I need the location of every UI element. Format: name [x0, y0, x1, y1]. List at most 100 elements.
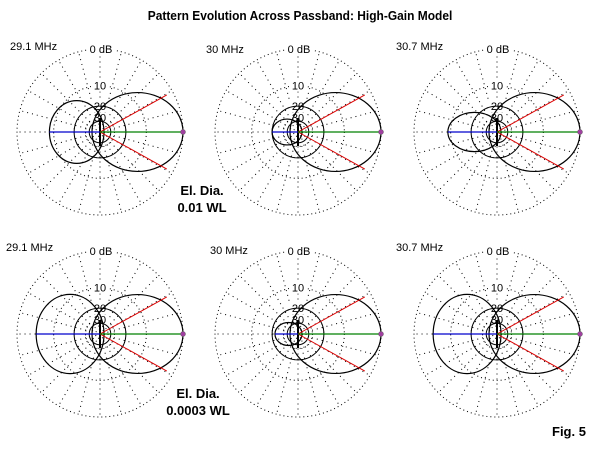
grid-spoke [19, 312, 87, 331]
grid-spoke [424, 90, 485, 126]
grid-spoke [103, 145, 122, 213]
beamwidth-line-lower [99, 131, 168, 170]
grid-spoke [437, 343, 488, 394]
ring-label: 10 [94, 283, 106, 295]
grid-spoke [311, 110, 379, 129]
ring-label: 20 [491, 101, 503, 113]
grid-spoke [238, 343, 289, 394]
beamwidth-line-upper [297, 296, 366, 335]
beamwidth-line-lower [99, 333, 168, 372]
grid-spoke [475, 145, 494, 213]
grid-spoke [304, 261, 340, 322]
grid-spoke [109, 72, 160, 123]
max-gain-marker [577, 129, 583, 135]
grid-spoke [510, 337, 578, 356]
ring-label: 10 [491, 283, 503, 295]
grid-spoke [109, 141, 160, 192]
grid-spoke [217, 337, 285, 356]
grid-spoke [217, 312, 285, 331]
grid-spoke [106, 261, 142, 322]
grid-spoke [19, 110, 87, 129]
grid-spoke [106, 144, 142, 205]
beamwidth-line-lower [496, 131, 565, 170]
grid-spoke [304, 346, 340, 407]
grid-spoke [416, 312, 484, 331]
grid-spoke [256, 144, 292, 205]
grid-spoke [475, 347, 494, 415]
element-diameter-note-top: El. Dia. 0.01 WL [162, 182, 242, 216]
grid-spoke [503, 346, 539, 407]
ring-label: 10 [491, 81, 503, 93]
grid-spoke [58, 59, 94, 120]
grid-spoke [106, 346, 142, 407]
grid-spoke [27, 340, 88, 376]
grid-spoke [506, 343, 557, 394]
grid-spoke [113, 110, 181, 129]
grid-spoke [455, 346, 491, 407]
element-diameter-label: El. Dia. [180, 183, 224, 198]
grid-spoke [503, 144, 539, 205]
grid-spoke [311, 312, 379, 331]
grid-spoke [27, 138, 88, 174]
ring-label: 20 [292, 101, 304, 113]
ring-label-bg [285, 44, 312, 55]
element-diameter-value: 0.0003 WL [166, 403, 230, 418]
ring-label: 0 dB [288, 44, 311, 56]
beamwidth-line-lower [297, 333, 366, 372]
grid-spoke [416, 337, 484, 356]
grid-spoke [510, 110, 578, 129]
element-diameter-value: 0.01 WL [177, 200, 227, 215]
freq-label-r1-c2: 30.7 MHz [396, 242, 444, 254]
grid-spoke [510, 312, 578, 331]
grid-spoke [424, 138, 485, 174]
grid-spoke [113, 337, 181, 356]
grid-spoke [311, 337, 379, 356]
ring-label-bg [91, 80, 109, 92]
ring-label: 10 [292, 283, 304, 295]
grid-spoke [506, 72, 557, 123]
grid-spoke [276, 145, 295, 213]
beamwidth-line-upper [496, 296, 565, 335]
ring-label: 20 [491, 303, 503, 315]
grid-spoke [58, 144, 94, 205]
ring-label-bg [289, 282, 307, 294]
grid-spoke [40, 141, 91, 192]
grid-spoke [307, 141, 358, 192]
grid-spoke [225, 340, 286, 376]
ring-label: 0 dB [90, 44, 113, 56]
grid-spoke [103, 347, 122, 415]
grid-spoke [78, 347, 97, 415]
freq-label-r1-c0: 29.1 MHz [6, 242, 54, 254]
grid-spoke [238, 141, 289, 192]
grid-spoke [503, 261, 539, 322]
grid-spoke [301, 145, 320, 213]
grid-spoke [437, 274, 488, 325]
grid-spoke [500, 145, 519, 213]
grid-spoke [19, 337, 87, 356]
freq-label-r0-c2: 30.7 MHz [396, 41, 444, 53]
ring-label: 10 [94, 81, 106, 93]
grid-spoke [311, 135, 379, 154]
beamwidth-line-upper [496, 94, 565, 133]
grid-spoke [510, 135, 578, 154]
grid-spoke [455, 144, 491, 205]
grid-spoke [40, 343, 91, 394]
grid-spoke [307, 343, 358, 394]
grid-spoke [506, 274, 557, 325]
grid-spoke [256, 59, 292, 120]
element-diameter-label: El. Dia. [176, 386, 220, 401]
ring-label: 0 dB [487, 44, 510, 56]
grid-spoke [424, 292, 485, 328]
grid-spoke [113, 135, 181, 154]
ring-label-bg [91, 282, 109, 294]
grid-spoke [304, 59, 340, 120]
freq-label-r0-c1: 30 MHz [206, 44, 244, 56]
grid-spoke [506, 141, 557, 192]
ring-label: 10 [292, 81, 304, 93]
grid-spoke [106, 59, 142, 120]
grid-spoke [256, 261, 292, 322]
grid-spoke [424, 340, 485, 376]
grid-spoke [238, 72, 289, 123]
figure-label: Fig. 5 [552, 424, 586, 439]
